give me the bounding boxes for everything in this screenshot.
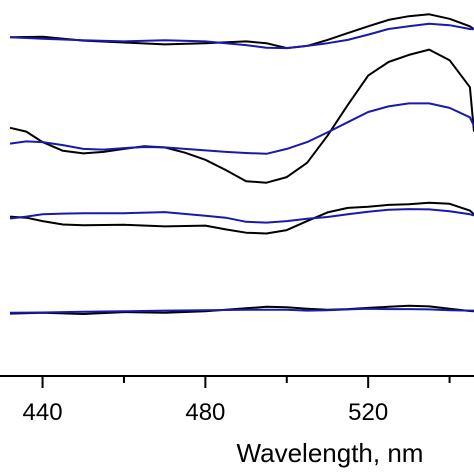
series-line-panel-2-black — [9, 48, 474, 184]
x-axis-title: Wavelength, nm — [237, 438, 424, 468]
tick-layer: 440480520560 — [23, 376, 451, 426]
series-line-panel-3-black — [9, 201, 474, 235]
series-line-panel-2-blue — [9, 102, 474, 155]
series-line-panel-1-black — [9, 13, 474, 50]
series-layer — [9, 13, 474, 315]
series-line-panel-1-blue — [9, 22, 474, 50]
x-tick-label-480: 480 — [185, 399, 225, 426]
x-tick-label-520: 520 — [348, 399, 388, 426]
series-line-panel-4-blue — [9, 307, 474, 314]
series-line-panel-3-blue — [9, 208, 474, 224]
x-tick-label-440: 440 — [23, 399, 63, 426]
